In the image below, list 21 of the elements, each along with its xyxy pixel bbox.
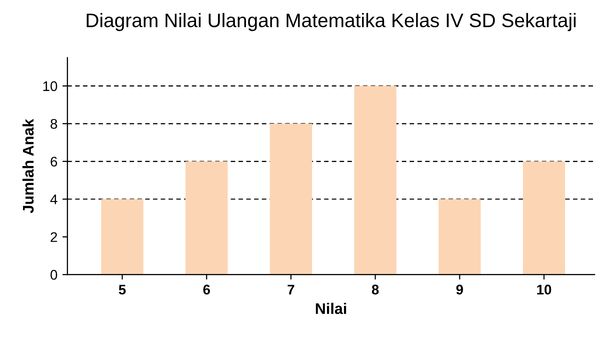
- chart-title: Diagram Nilai Ulangan Matematika Kelas IV SD Sekartaji: [86, 12, 576, 32]
- x-axis-title: Nilai: [316, 302, 346, 314]
- y-tick-label: 10: [43, 81, 58, 92]
- y-tick-label: 8: [50, 118, 58, 129]
- y-axis-title: Jumlah Anak: [22, 118, 34, 214]
- x-tick-label: 5: [118, 284, 126, 295]
- x-tick-label: 9: [456, 284, 463, 295]
- bar: [270, 124, 312, 275]
- bar: [438, 199, 481, 275]
- x-tick-label: 7: [288, 284, 294, 294]
- x-tick-label: 10: [537, 284, 552, 295]
- x-tick-label: 8: [372, 284, 379, 295]
- bar: [522, 161, 566, 275]
- y-tick-label: 0: [50, 270, 58, 280]
- bar: [186, 161, 228, 275]
- y-tick-label: 6: [50, 156, 58, 167]
- x-tick-label: 6: [203, 284, 210, 295]
- y-tick-label: 4: [50, 194, 58, 204]
- y-tick-label: 2: [50, 232, 58, 242]
- bar: [354, 86, 396, 275]
- bar: [101, 199, 144, 275]
